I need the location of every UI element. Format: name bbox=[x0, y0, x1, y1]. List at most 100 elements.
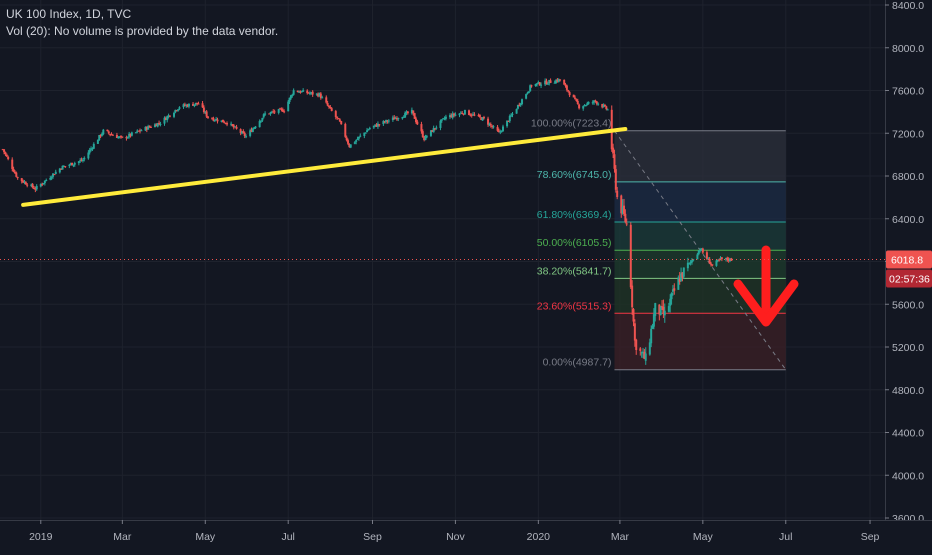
candle-body bbox=[62, 166, 65, 168]
candle-body bbox=[711, 264, 714, 266]
candle-body bbox=[16, 177, 19, 179]
fib-level-label: 38.20%(5841.7) bbox=[537, 265, 612, 277]
candle-body bbox=[363, 132, 366, 136]
grid bbox=[0, 0, 885, 520]
candle-body bbox=[193, 104, 196, 107]
time-axis[interactable]: 2019 Mar May Jul Sep Nov 2020 Mar May Jul Sep bbox=[0, 520, 932, 550]
candle-body bbox=[292, 90, 295, 95]
candle-body bbox=[374, 124, 377, 126]
candle-body bbox=[109, 133, 112, 135]
candle-body bbox=[357, 136, 360, 139]
candle-body bbox=[602, 105, 605, 108]
candle-body bbox=[650, 328, 653, 344]
candle-body bbox=[404, 112, 407, 118]
candle-body bbox=[224, 122, 227, 124]
candle-body bbox=[616, 190, 619, 197]
candle-body bbox=[499, 131, 502, 133]
candle-body bbox=[258, 121, 261, 128]
candle-body bbox=[405, 111, 408, 113]
candle-body bbox=[281, 109, 284, 112]
candle-body bbox=[289, 95, 292, 99]
candle-body bbox=[7, 156, 10, 160]
trendline[interactable] bbox=[21, 126, 628, 207]
candle-body bbox=[442, 118, 445, 120]
candle-body bbox=[375, 124, 378, 127]
candle-body bbox=[302, 90, 305, 92]
candle-body bbox=[196, 102, 199, 104]
candle-body bbox=[240, 131, 243, 134]
fib-level-label: 0.00%(4987.7) bbox=[543, 357, 612, 369]
annotations[interactable] bbox=[0, 126, 885, 327]
candle-body bbox=[337, 118, 340, 120]
candle-body bbox=[387, 120, 390, 122]
time-tick-label: Mar bbox=[611, 531, 630, 543]
candle-body bbox=[288, 97, 291, 103]
candle-body bbox=[553, 82, 556, 84]
candle-body bbox=[140, 130, 143, 132]
candle-body bbox=[61, 165, 64, 170]
candle-body bbox=[296, 90, 299, 93]
candle-body bbox=[325, 97, 328, 103]
candle-body bbox=[459, 112, 462, 114]
candle-body bbox=[431, 130, 434, 132]
candle-body bbox=[60, 168, 63, 170]
candle-body bbox=[49, 177, 52, 180]
price-tick-label: 5600.0 bbox=[892, 299, 924, 311]
candle-body bbox=[564, 84, 567, 87]
candle-body bbox=[183, 104, 186, 106]
price-tick-label: 4400.0 bbox=[892, 428, 924, 440]
candle-body bbox=[336, 116, 339, 118]
candle-body bbox=[501, 126, 504, 132]
candle-body bbox=[4, 152, 7, 155]
candle-body bbox=[136, 130, 139, 132]
candle-body bbox=[587, 102, 590, 104]
candle-body bbox=[177, 109, 180, 111]
candle-body bbox=[277, 109, 280, 113]
candle-body bbox=[318, 93, 321, 97]
price-tick-label: 6800.0 bbox=[892, 171, 924, 183]
candle-body bbox=[212, 118, 215, 121]
candle-body bbox=[727, 259, 730, 261]
candle-body bbox=[45, 180, 48, 182]
candle-body bbox=[300, 91, 303, 93]
candle-body bbox=[264, 113, 267, 115]
candle-body bbox=[720, 257, 723, 259]
candle-body bbox=[119, 136, 122, 138]
candle-body bbox=[669, 298, 672, 306]
candles bbox=[1, 77, 733, 365]
candle-body bbox=[511, 113, 514, 115]
candle-body bbox=[88, 149, 91, 153]
candle-body bbox=[30, 184, 33, 186]
fib-level-label: 100.00%(7223.4) bbox=[531, 118, 612, 130]
candle-body bbox=[576, 100, 579, 104]
candle-body bbox=[96, 140, 99, 144]
candle-body bbox=[159, 123, 162, 125]
candle-body bbox=[601, 104, 604, 108]
candle-body bbox=[726, 257, 729, 260]
candle-body bbox=[355, 140, 358, 142]
candle-body bbox=[397, 118, 400, 120]
candle-body bbox=[451, 113, 454, 118]
price-axis[interactable]: 8400.08000.07600.07200.06800.06400.06000… bbox=[885, 0, 932, 550]
current-price-badge[interactable] bbox=[886, 250, 932, 269]
candle-body bbox=[168, 115, 171, 117]
candle-body bbox=[412, 110, 415, 114]
candle-body bbox=[197, 103, 200, 105]
candle-body bbox=[319, 93, 322, 99]
candle-body bbox=[251, 128, 254, 132]
candle-body bbox=[68, 164, 71, 166]
down-arrow-head[interactable] bbox=[733, 279, 799, 327]
candle-body bbox=[701, 248, 704, 253]
candle-body bbox=[444, 116, 447, 119]
candle-body bbox=[211, 118, 214, 120]
candle-body bbox=[470, 114, 473, 116]
candle-body bbox=[359, 135, 362, 137]
candle-body bbox=[12, 169, 15, 172]
candle-body bbox=[434, 128, 437, 130]
candle-body bbox=[463, 109, 466, 115]
candle-body bbox=[439, 120, 442, 128]
candle-body bbox=[639, 348, 642, 351]
candle-body bbox=[631, 285, 634, 308]
